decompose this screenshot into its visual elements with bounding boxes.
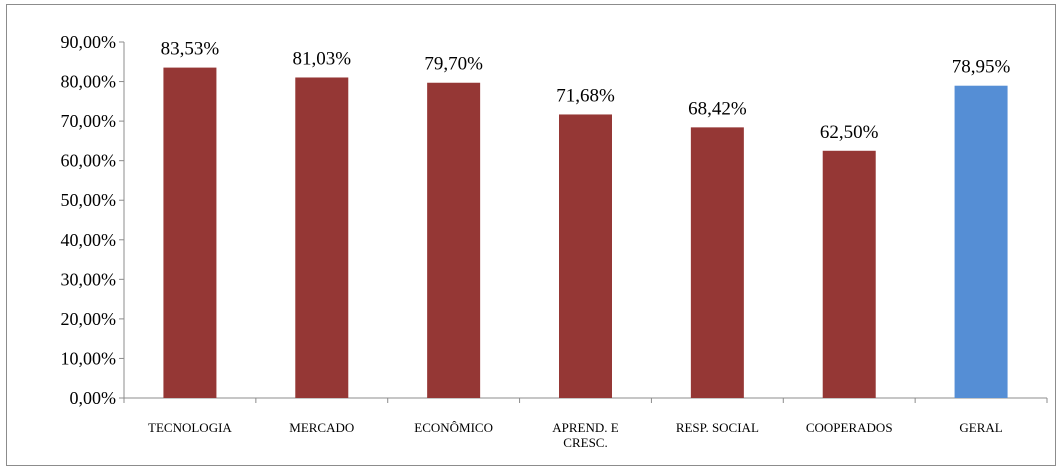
data-label: 83,53% xyxy=(161,39,220,60)
x-tick-label: RESP. SOCIAL xyxy=(676,420,759,435)
y-tick-label: 80,00% xyxy=(61,72,117,92)
bar xyxy=(295,77,349,399)
y-tick-label: 70,00% xyxy=(61,111,117,131)
x-tick-label: GERAL xyxy=(959,420,1002,435)
data-label: 71,68% xyxy=(556,85,615,106)
bar xyxy=(690,127,744,398)
y-tick-label: 20,00% xyxy=(61,309,117,329)
x-tick-label: TECNOLOGIA xyxy=(148,420,232,435)
x-tick-label: COOPERADOS xyxy=(806,420,893,435)
y-tick-label: 40,00% xyxy=(61,230,117,250)
data-labels: 83,53% 81,03% 79,70% 71,68% 68,42% 62,50% 78,9… xyxy=(161,39,1011,143)
bar-chart: 0,00% 10,00% 20,00% 30,00% 40,00% 50,00% 60,00… xyxy=(61,32,1048,450)
bar xyxy=(822,150,876,398)
data-label: 68,42% xyxy=(688,98,747,119)
bars xyxy=(163,67,1008,399)
data-label: 62,50% xyxy=(820,122,879,143)
chart-frame: 0,00% 10,00% 20,00% 30,00% 40,00% 50,00% 60,00… xyxy=(6,4,1056,466)
data-label: 79,70% xyxy=(424,54,483,75)
bar xyxy=(559,114,612,399)
y-tick-label: 10,00% xyxy=(61,348,117,368)
x-tick-label: APREND. E CRESC. xyxy=(552,420,619,450)
y-tick-label: 50,00% xyxy=(61,190,117,210)
y-tick-label: 60,00% xyxy=(61,151,117,171)
x-tick-label: MERCADO xyxy=(289,420,354,435)
y-axis: 0,00% 10,00% 20,00% 30,00% 40,00% 50,00% 60,00… xyxy=(61,32,125,408)
bar xyxy=(163,67,217,399)
data-label: 81,03% xyxy=(292,48,351,69)
data-label: 78,95% xyxy=(952,57,1011,78)
y-tick-label: 30,00% xyxy=(61,269,117,289)
y-tick-label: 0,00% xyxy=(70,388,117,408)
bar xyxy=(954,85,1008,398)
bar xyxy=(427,82,481,399)
x-axis: TECNOLOGIA MERCADO ECONÔMICO APREND. E CRESC… xyxy=(123,397,1048,450)
y-tick-label: 90,00% xyxy=(61,32,117,52)
x-tick-label: ECONÔMICO xyxy=(414,420,493,435)
